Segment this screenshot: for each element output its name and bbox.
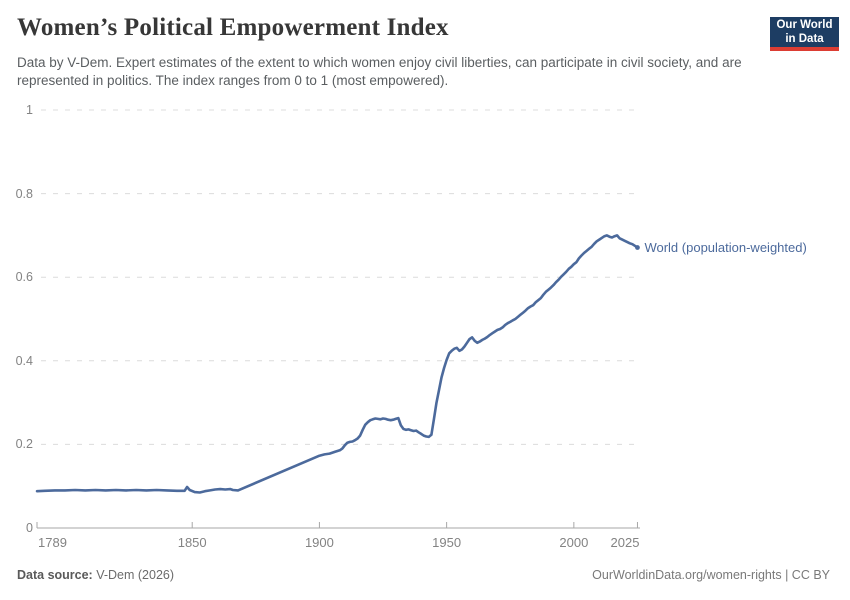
x-axis-tick-label: 1789 [38,535,67,550]
chart-subtitle: Data by V-Dem. Expert estimates of the e… [17,55,742,88]
y-axis-tick-label: 1 [26,103,33,117]
line-end-marker [635,245,640,250]
y-axis-tick-label: 0.4 [15,353,33,368]
page-title: Women’s Political Empowerment Index [17,14,449,41]
data-source-value: V-Dem (2026) [92,568,175,582]
x-axis-tick-label: 2000 [559,535,589,550]
y-axis-tick-label: 0.8 [15,186,33,201]
logo-line-2: in Data [785,32,824,45]
data-source-label: Data source: [17,568,93,582]
owid-logo[interactable]: Our World in Data [770,17,839,51]
logo-line-1: Our World [776,19,833,31]
y-axis-tick-label: 0 [26,521,33,535]
x-axis-tick-label: 2025 [610,535,640,550]
series-label[interactable]: World (population-weighted) [644,239,807,255]
data-source: Data source: V-Dem (2026) [17,568,174,582]
data-line-world[interactable] [35,234,639,494]
x-axis-tick-label: 1900 [304,535,334,550]
x-axis-tick-label: 1850 [177,535,207,550]
footer-link[interactable]: OurWorldinData.org/women-rights | CC BY [592,568,830,582]
y-axis-tick-label: 0.2 [15,437,33,452]
y-axis-tick-label: 0.6 [15,270,33,285]
x-axis-tick-label: 1950 [432,535,462,550]
